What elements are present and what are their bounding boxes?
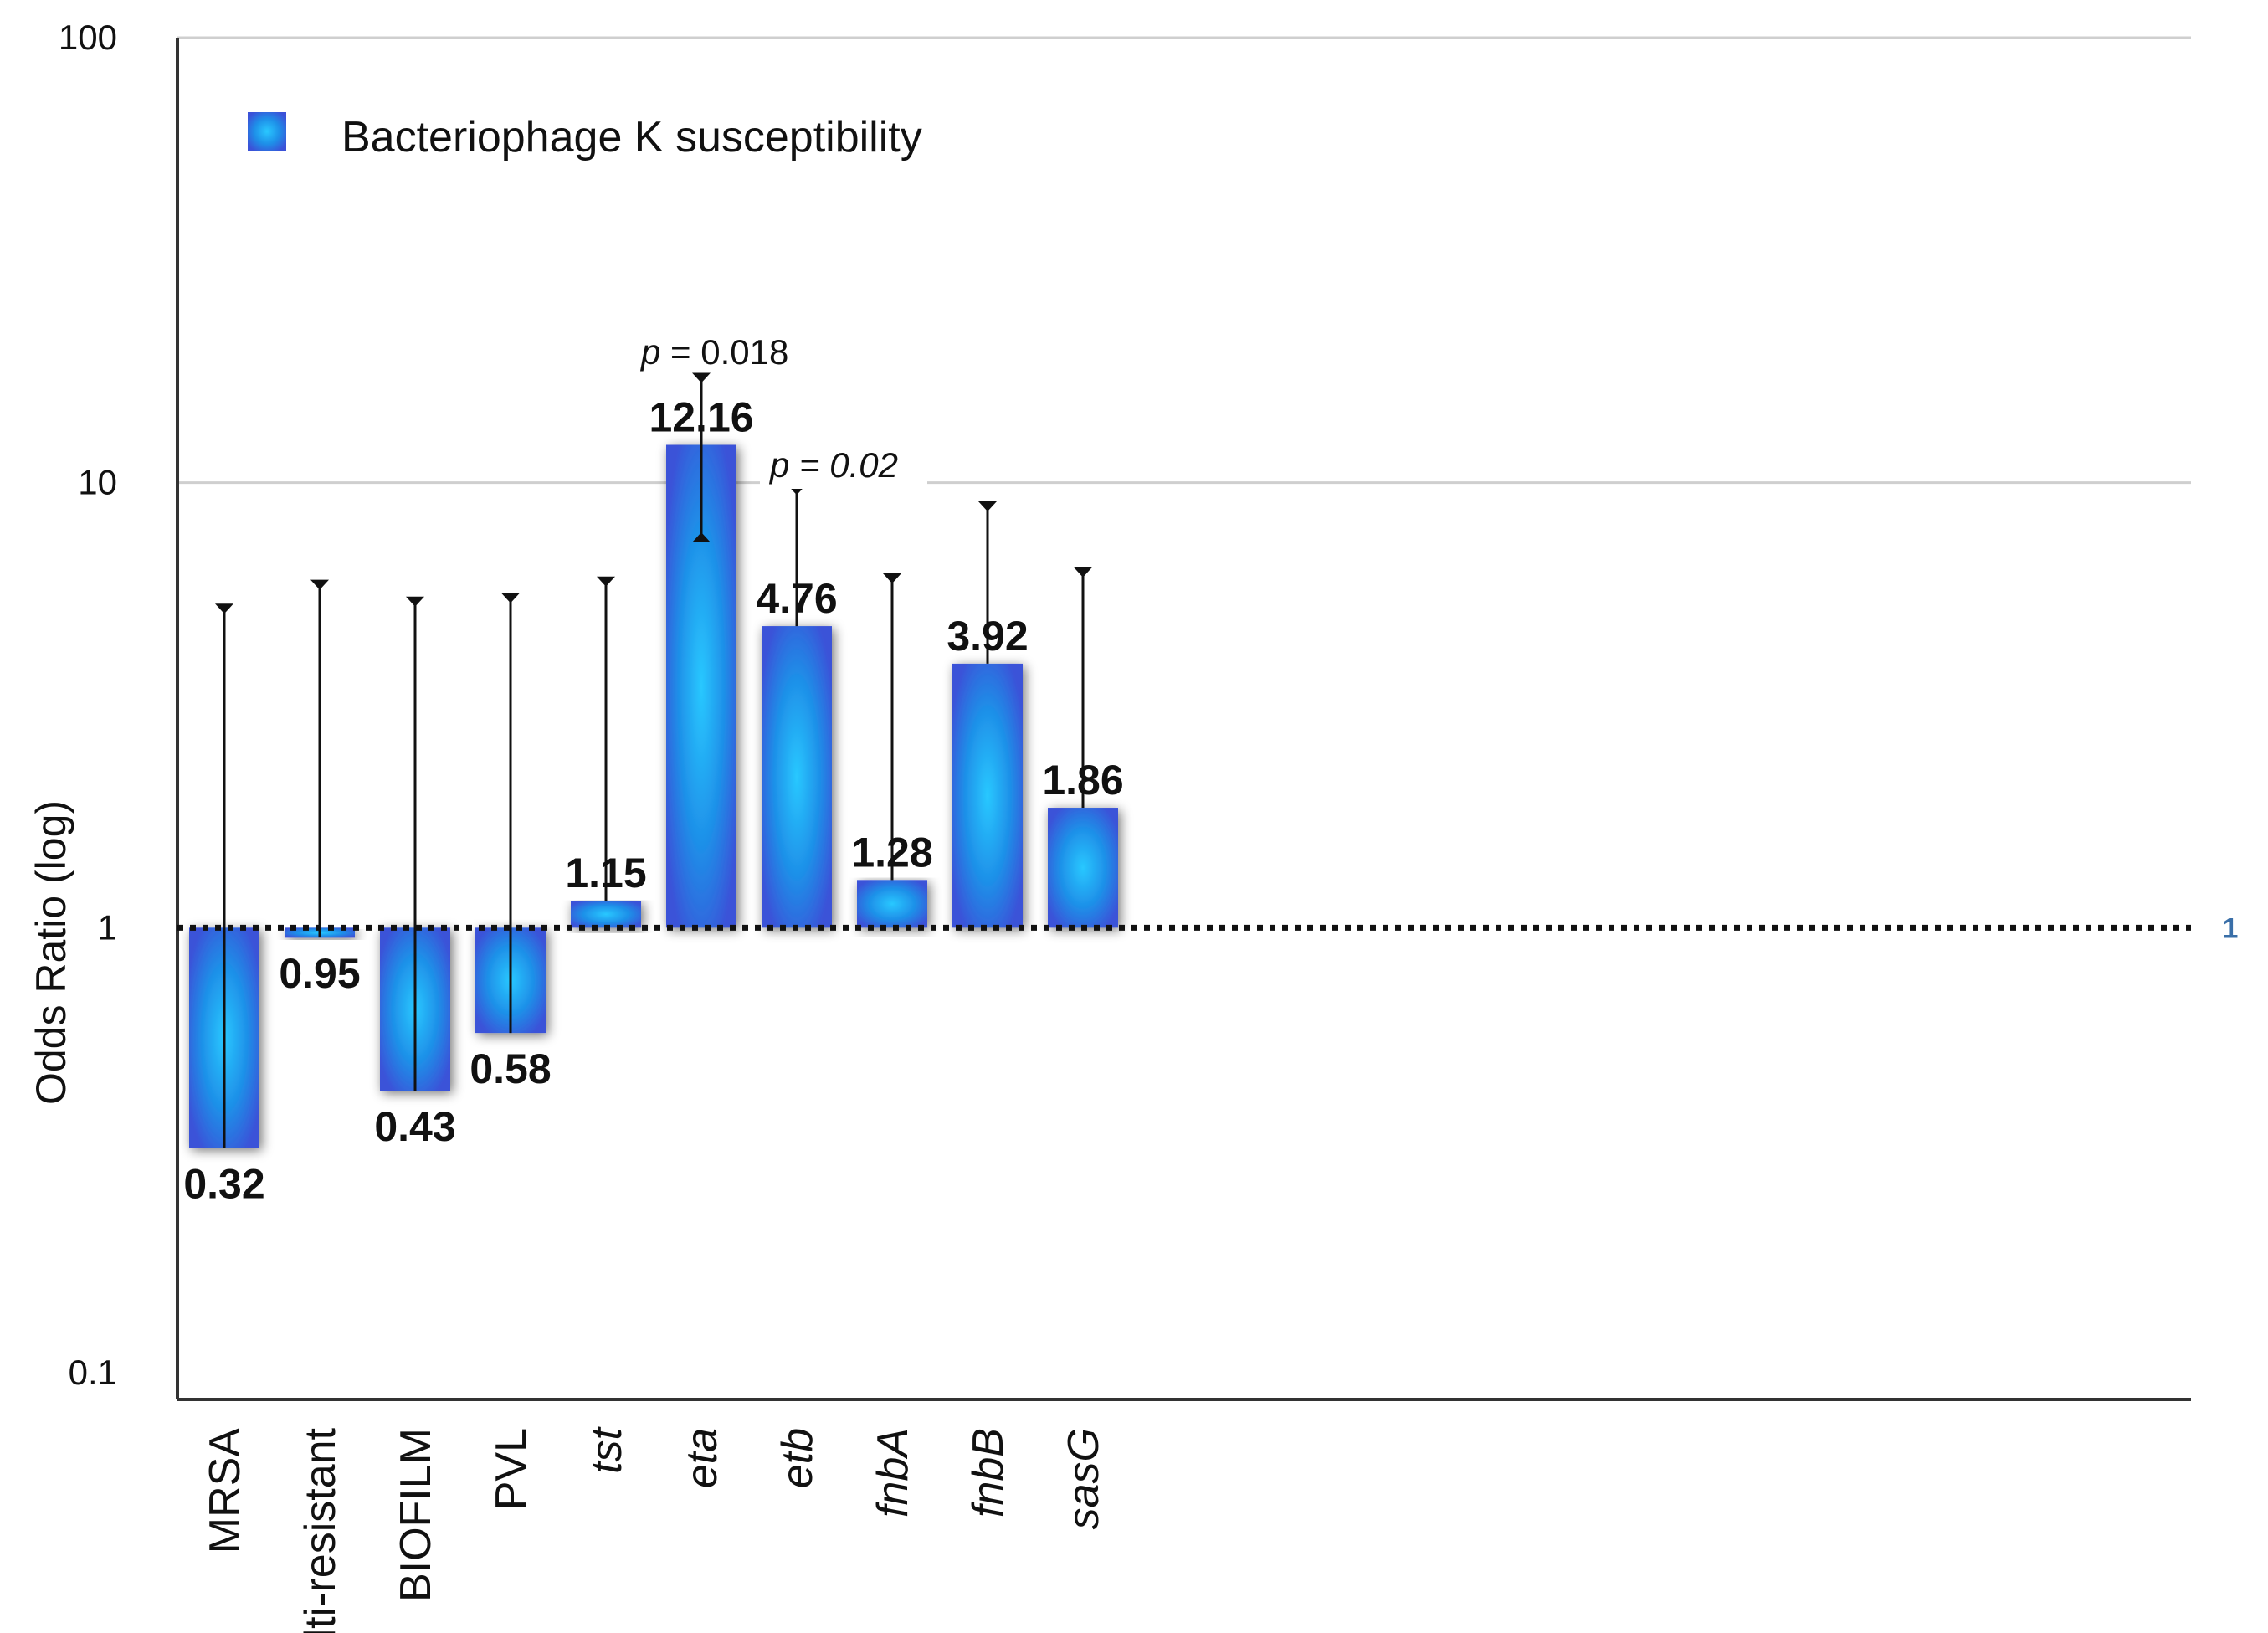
x-tick-label-Multi-resistant: Multi-resistant: [296, 1427, 345, 1633]
value-label-etb: 4.76: [756, 575, 837, 622]
error-cap-Multi-resistant: [310, 579, 329, 590]
error-cap-sasG: [1074, 567, 1092, 578]
error-bars: [215, 372, 1092, 1148]
p-annotation-bg-etb: [760, 440, 927, 489]
error-cap-eta: [692, 372, 711, 383]
x-tick-label-BIOFILM: BIOFILM: [392, 1428, 440, 1602]
error-cap-PVL: [501, 593, 520, 603]
y-axis-label: Odds Ratio (log): [28, 800, 74, 1105]
legend-label: Bacteriophage K susceptibility: [341, 113, 922, 162]
bar-tst: [571, 901, 641, 928]
bar-etb: [762, 626, 832, 928]
bar-fnbA: [857, 880, 927, 928]
x-tick-label-MRSA: MRSA: [201, 1428, 249, 1554]
value-label-fnbA: 1.28: [851, 829, 932, 876]
p-annotation-eta: p = 0.018: [639, 332, 788, 372]
reference-line-group: 1: [177, 912, 2238, 944]
x-tick-label-tst: tst: [582, 1425, 631, 1473]
bar-sasG: [1048, 808, 1118, 928]
value-label-MRSA: 0.32: [183, 1160, 264, 1207]
value-label-BIOFILM: 0.43: [374, 1103, 455, 1150]
gridlines: [177, 36, 2191, 485]
x-tick-label-etb: etb: [773, 1428, 822, 1488]
x-tick-label-eta: eta: [678, 1428, 726, 1488]
x-tick-label-fnbA: fnbA: [869, 1428, 917, 1517]
y-tick-label-1: 1: [98, 907, 117, 947]
y-tick-label-10: 10: [78, 463, 117, 502]
axes: 100 10 1 0.1 MRSA Multi-resistant BIOFILM PVL ts…: [59, 18, 2191, 1633]
x-tick-label-fnbB: fnbB: [964, 1428, 1013, 1517]
reference-line-label: 1: [2223, 912, 2239, 944]
value-label-eta: 12.16: [649, 394, 753, 441]
value-label-fnbB: 3.92: [947, 613, 1028, 660]
p-annotation-etb: p = 0.02: [768, 445, 898, 485]
value-label-tst: 1.15: [565, 850, 646, 896]
y-tick-label-0.1: 0.1: [69, 1353, 117, 1392]
legend: Bacteriophage K susceptibility: [248, 112, 922, 162]
error-cap-MRSA: [215, 603, 233, 614]
x-tick-label-PVL: PVL: [487, 1428, 536, 1510]
error-cap-lower-eta: [692, 532, 711, 543]
value-label-sasG: 1.86: [1042, 757, 1123, 804]
y-tick-label-100: 100: [59, 18, 117, 57]
value-label-PVL: 0.58: [470, 1045, 551, 1092]
error-cap-fnbA: [883, 573, 901, 584]
x-tick-label-sasG: sasG: [1060, 1428, 1108, 1529]
legend-swatch: [248, 112, 286, 151]
value-labels: 0.32 0.95 0.43 0.58 1.15 12.16 4.76 1.28 3.92 1.8…: [183, 332, 1123, 1207]
bar-fnbB: [952, 663, 1023, 928]
error-cap-BIOFILM: [406, 596, 424, 607]
bars: [189, 444, 1118, 1148]
value-label-Multi-resistant: 0.95: [279, 950, 360, 997]
error-cap-tst: [597, 576, 615, 587]
error-cap-fnbB: [978, 501, 997, 511]
